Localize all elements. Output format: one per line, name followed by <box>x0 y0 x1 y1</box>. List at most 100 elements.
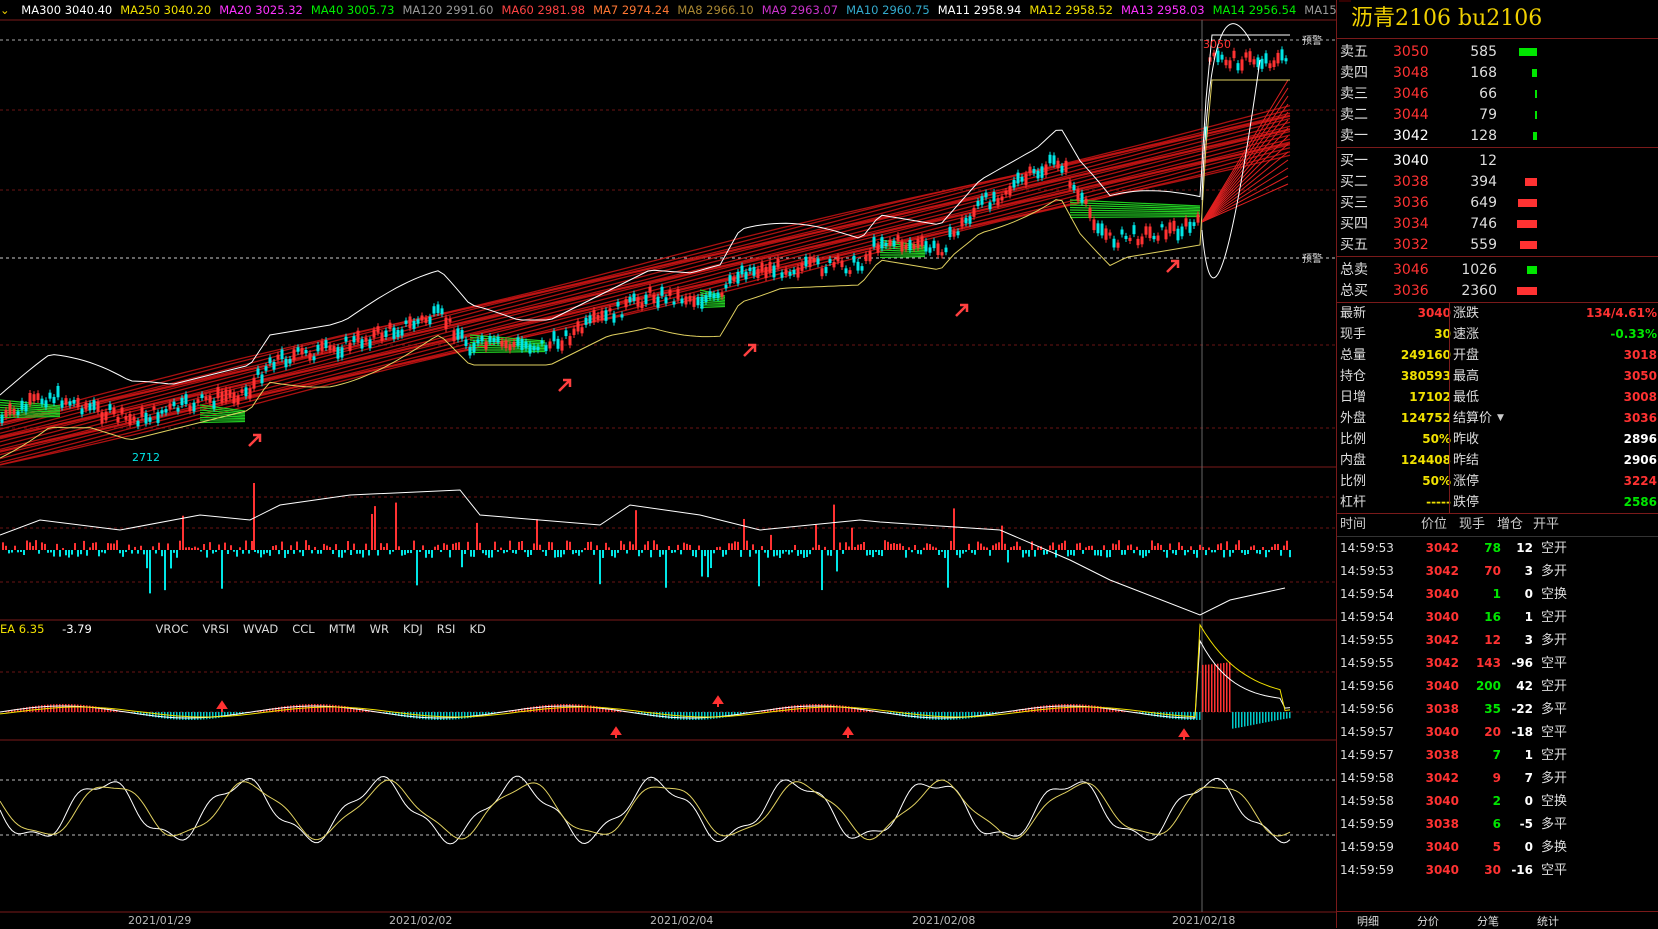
candle-body <box>585 318 588 325</box>
volume-bar <box>386 543 388 550</box>
candle-body <box>17 411 20 415</box>
candle-body <box>641 302 644 308</box>
volume-bar <box>434 547 436 550</box>
volume-bar <box>737 542 739 550</box>
chevron-down-icon[interactable]: ⌄ <box>0 3 10 17</box>
stat-value: 380593 <box>1395 366 1451 387</box>
indicator-tab-vrsi[interactable]: VRSI <box>202 622 229 636</box>
volume-bar <box>920 550 922 554</box>
candle-body <box>837 256 840 261</box>
indicator-tab-rsi[interactable]: RSI <box>437 622 456 636</box>
candle-body <box>857 262 860 271</box>
candle-body <box>9 404 12 415</box>
indicator-tab-ccl[interactable]: CCL <box>292 622 314 636</box>
volume-bar <box>266 550 268 553</box>
ma-line <box>0 113 1290 423</box>
candle-body <box>865 254 868 261</box>
candle-body <box>209 396 212 402</box>
volume-bar <box>230 545 232 550</box>
tick-price: 3042 <box>1415 560 1459 583</box>
book-volume-bar <box>1535 111 1537 119</box>
candle-body <box>469 347 472 355</box>
volume-bar <box>197 548 199 550</box>
tick-price: 3038 <box>1415 813 1459 836</box>
ma-line <box>1202 160 1288 222</box>
ma-legend-item: MA15 2954.52 <box>1304 3 1336 17</box>
volume-bar <box>851 528 853 550</box>
candle-body <box>185 394 188 404</box>
stat-label: 杠杆 <box>1340 492 1366 513</box>
candle-body <box>1113 239 1116 248</box>
tick-qty: 35 <box>1461 698 1501 721</box>
volume-bar <box>203 544 205 550</box>
bottom-tab-0[interactable]: 明细 <box>1357 913 1379 929</box>
candle-body <box>109 404 112 410</box>
macd-bar <box>818 704 820 712</box>
tick-kind: 空平 <box>1541 721 1567 744</box>
candle-body <box>841 260 844 267</box>
indicator-tab-mtm[interactable]: MTM <box>329 622 356 636</box>
volume-bar <box>317 550 319 554</box>
macd-bar <box>1073 704 1075 712</box>
tick-qty: 16 <box>1461 606 1501 629</box>
candle-body <box>745 272 748 280</box>
macd-bar <box>446 712 448 720</box>
candle-body <box>973 208 976 217</box>
stat-label: 昨收 <box>1453 429 1479 450</box>
candle-body <box>985 193 988 198</box>
ma-legend-item: MA60 2981.98 <box>501 3 585 17</box>
volume-bar <box>302 550 304 556</box>
macd-bar <box>200 712 202 720</box>
ma-line <box>0 126 1290 437</box>
candle-body <box>353 336 356 342</box>
ma-legend-item: MA7 2974.24 <box>593 3 669 17</box>
volume-bar <box>413 541 415 550</box>
volume-bar <box>902 546 904 550</box>
volume-bar <box>1121 550 1123 555</box>
book-price: 3032 <box>1393 235 1449 256</box>
candle-body <box>213 401 216 409</box>
macd-bar <box>584 705 586 712</box>
tick-qty: 20 <box>1461 721 1501 744</box>
date-tick: 2021/02/02 <box>389 914 452 927</box>
macd-bar <box>1274 712 1276 721</box>
bottom-tab-3[interactable]: 统计 <box>1537 913 1559 929</box>
volume-bar <box>1220 543 1222 550</box>
indicator-tab-wr[interactable]: WR <box>370 622 389 636</box>
volume-bar <box>482 550 484 553</box>
candle-body <box>277 355 280 360</box>
candle-body <box>553 331 556 341</box>
indicator-tab-kd[interactable]: KD <box>469 622 485 636</box>
candle-body <box>605 310 608 321</box>
tick-time: 14:59:57 <box>1340 744 1394 767</box>
macd-bar <box>1214 664 1216 712</box>
indicator-tab-kdj[interactable]: KDJ <box>403 622 423 636</box>
caret-down-icon[interactable]: ▼ <box>1497 408 1504 429</box>
indicator-tab-vroc[interactable]: VROC <box>155 622 188 636</box>
contract-title: M 沥青2106 bu2106 <box>1337 0 1658 39</box>
volume-bar <box>665 550 667 588</box>
bottom-tab-2[interactable]: 分笔 <box>1477 913 1499 929</box>
volume-bar <box>233 550 235 552</box>
tick-qty: 5 <box>1461 836 1501 859</box>
candle-body <box>793 270 796 274</box>
candle-body <box>765 267 768 278</box>
volume-bar <box>464 550 466 554</box>
book-level-label: 买一 <box>1340 151 1368 172</box>
volume-bar <box>1139 550 1141 555</box>
ma-cluster-line <box>700 303 725 304</box>
stat-divider <box>1449 450 1450 471</box>
indicator-tab-wvad[interactable]: WVAD <box>243 622 278 636</box>
stat-label: 结算价 <box>1453 408 1492 429</box>
candle-body <box>145 413 148 424</box>
book-volume: 585 <box>1457 42 1497 63</box>
tick-oi-change: -18 <box>1503 721 1533 744</box>
volume-bar <box>1013 546 1015 550</box>
candle-body <box>1025 174 1028 185</box>
volume-bar <box>1073 550 1075 556</box>
bottom-tab-1[interactable]: 分价 <box>1417 913 1439 929</box>
macd-bar <box>707 712 709 719</box>
